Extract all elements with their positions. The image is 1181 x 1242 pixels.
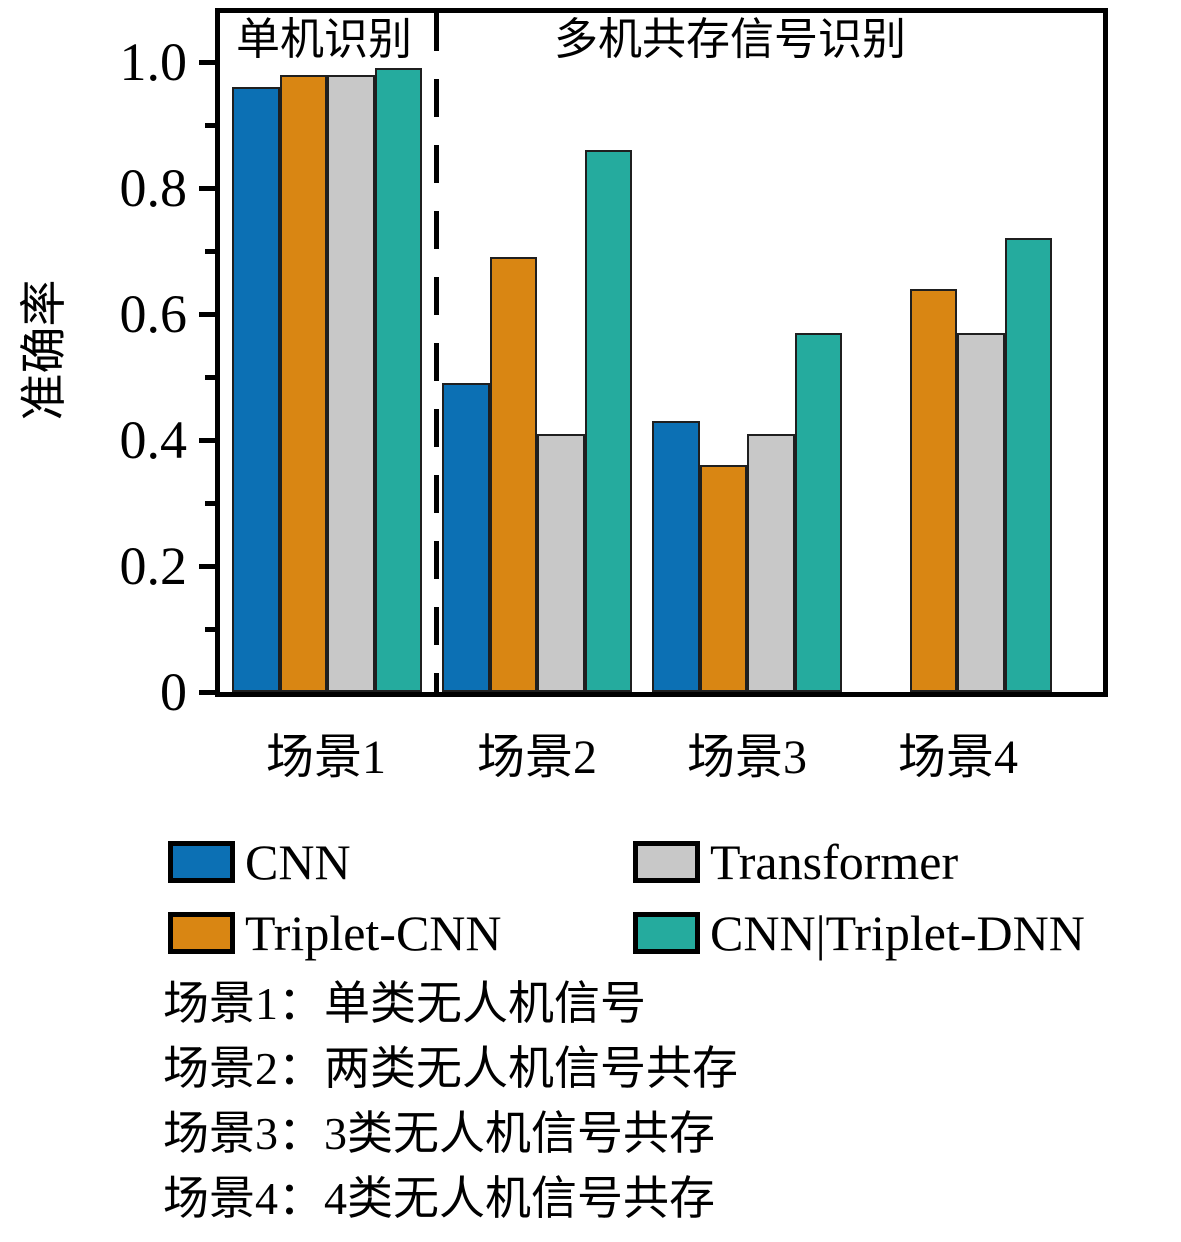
scenario-divider-dashed-line [434,13,439,692]
scenario-note-3: 场景3：3类无人机信号共存 [163,1108,715,1159]
bar-Triplet-CNN-场景3 [699,465,747,692]
y-tick [199,59,215,65]
x-tick-label-场景4: 场景4 [897,731,1019,784]
legend-swatch-Transformer [633,841,700,883]
y-tick-label: 0.2 [119,536,188,596]
legend-label: CNN|Triplet-DNN [710,905,1085,961]
scenario-note-1: 场景1：单类无人机信号 [163,978,646,1029]
legend-label: Transformer [710,834,959,890]
legend-swatch-CNN|Triplet-DNN [633,912,700,954]
y-tick [199,185,215,191]
bar-CNN|Triplet-DNN-场景3 [794,333,842,692]
bar-CNN-场景1 [232,87,280,692]
plot-area: 单机识别 多机共存信号识别 [199,8,1108,697]
y-tick-label: 0 [160,662,187,722]
y-tick [205,248,215,254]
legend-swatch-Triplet-CNN [168,912,235,954]
y-tick [199,437,215,443]
y-tick [205,374,215,380]
y-tick [199,311,215,317]
y-tick-label: 0.8 [119,158,188,218]
legend-item-CNN|Triplet-DNN: CNN|Triplet-DNN [633,907,1085,959]
legend-item-Triplet-CNN: Triplet-CNN [168,907,502,959]
x-tick-label-场景2: 场景2 [476,731,598,784]
bar-CNN-场景2 [442,383,490,692]
bar-CNN-场景3 [652,421,700,692]
bar-Triplet-CNN-场景4 [909,289,957,692]
y-tick-label: 0.4 [119,410,188,470]
y-tick [205,122,215,128]
bar-CNN|Triplet-DNN-场景4 [1004,238,1052,692]
bar-Transformer-场景4 [957,333,1005,692]
bar-CNN|Triplet-DNN-场景1 [374,68,422,692]
bar-Triplet-CNN-场景1 [279,75,327,692]
bar-Triplet-CNN-场景2 [489,257,537,692]
y-tick [205,500,215,506]
y-tick-label: 1.0 [119,32,188,92]
legend-item-CNN: CNN [168,836,351,888]
bar-Transformer-场景1 [327,75,375,692]
legend-swatch-CNN [168,841,235,883]
y-tick [199,689,215,695]
bar-Transformer-场景2 [537,434,585,692]
legend-label: CNN [245,834,351,890]
annotation-single-drone: 单机识别 [236,15,412,64]
y-tick [205,626,215,632]
annotation-multi-drone: 多机共存信号识别 [554,15,906,64]
x-tick-label-场景3: 场景3 [686,731,808,784]
x-tick-label-场景1: 场景1 [265,731,387,784]
legend-label: Triplet-CNN [245,905,502,961]
scenario-note-4: 场景4：4类无人机信号共存 [163,1173,715,1224]
bar-CNN|Triplet-DNN-场景2 [584,150,632,692]
scenario-note-2: 场景2：两类无人机信号共存 [163,1043,738,1094]
y-tick-label: 0.6 [119,284,188,344]
y-tick [199,563,215,569]
bar-Transformer-场景3 [747,434,795,692]
legend-item-Transformer: Transformer [633,836,958,888]
